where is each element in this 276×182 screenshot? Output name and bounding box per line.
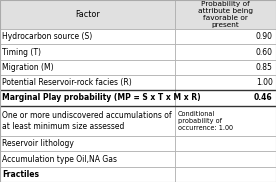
Text: Migration (M): Migration (M)	[2, 63, 54, 72]
Bar	[175, 167, 276, 182]
Text: 1.00: 1.00	[256, 78, 273, 87]
Bar	[175, 90, 276, 106]
Text: Hydrocarbon source (S): Hydrocarbon source (S)	[2, 32, 92, 41]
Text: 0.46: 0.46	[254, 93, 273, 102]
Bar	[0, 75, 175, 90]
Bar	[175, 106, 276, 136]
Text: 0.85: 0.85	[256, 63, 273, 72]
Text: 0.60: 0.60	[256, 48, 273, 56]
Bar	[0, 44, 175, 60]
Bar	[0, 60, 175, 75]
Bar	[175, 29, 276, 44]
Bar	[0, 90, 175, 106]
Text: 0.90: 0.90	[256, 32, 273, 41]
Bar	[175, 0, 276, 29]
Text: Timing (T): Timing (T)	[2, 48, 41, 56]
Bar	[175, 60, 276, 75]
Text: Potential Reservoir-rock facies (R): Potential Reservoir-rock facies (R)	[2, 78, 132, 87]
Text: Factor: Factor	[75, 10, 100, 19]
Text: Fractiles: Fractiles	[2, 170, 39, 179]
Bar	[175, 75, 276, 90]
Bar	[175, 136, 276, 151]
Bar	[0, 167, 175, 182]
Text: Reservoir lithology: Reservoir lithology	[2, 139, 74, 148]
Text: Probability of
attribute being
favorable or
present: Probability of attribute being favorable…	[198, 1, 253, 28]
Text: Marginal Play probability (MP = S x T x M x R): Marginal Play probability (MP = S x T x …	[2, 93, 201, 102]
Bar	[175, 44, 276, 60]
Text: Accumulation type Oil,NA Gas: Accumulation type Oil,NA Gas	[2, 155, 117, 164]
Bar	[0, 29, 175, 44]
Bar	[0, 106, 175, 136]
Text: One or more undiscovered accumulations of
at least minimum size assessed: One or more undiscovered accumulations o…	[2, 111, 172, 130]
Bar	[0, 0, 175, 29]
Bar	[0, 151, 175, 167]
Bar	[0, 136, 175, 151]
Text: Conditional
probability of
occurrence: 1.00: Conditional probability of occurrence: 1…	[178, 111, 233, 131]
Bar	[175, 151, 276, 167]
